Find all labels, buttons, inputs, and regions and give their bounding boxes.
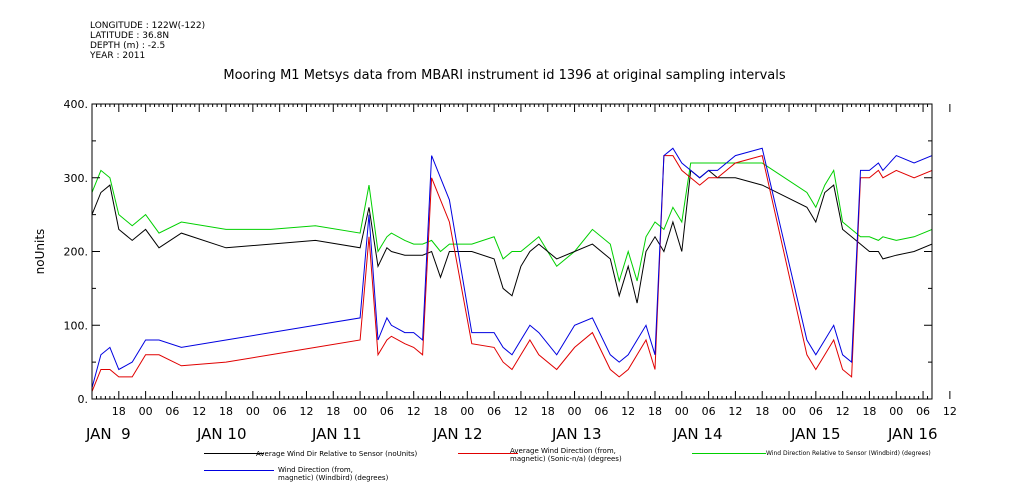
x-day-label: JAN 12	[432, 425, 483, 443]
series-line-0	[92, 169, 932, 304]
x-hour-label: 06	[380, 405, 394, 418]
x-hour-label: 18	[862, 405, 876, 418]
legend-swatch-red	[458, 453, 518, 454]
x-hour-label: 06	[809, 405, 823, 418]
x-hour-label: 18	[434, 405, 448, 418]
x-day-label: JAN 16	[887, 425, 938, 443]
y-tick-label: 300.	[64, 172, 89, 185]
x-hour-label: 06	[165, 405, 179, 418]
x-hour-label: 12	[943, 405, 957, 418]
x-hour-label: 18	[648, 405, 662, 418]
x-hour-label: 00	[782, 405, 796, 418]
longitude-label: LONGITUDE : 122W(-122)	[90, 21, 206, 31]
x-hour-label: 18	[112, 405, 126, 418]
x-hour-label: 06	[594, 405, 608, 418]
x-hour-label: 00	[568, 405, 582, 418]
x-day-label: JAN 14	[672, 425, 723, 443]
x-hour-label: 12	[836, 405, 850, 418]
x-hour-label: 06	[702, 405, 716, 418]
x-hour-label: 00	[460, 405, 474, 418]
series-line-3	[92, 147, 932, 389]
series-line-1	[92, 154, 932, 392]
series-line-2	[92, 162, 932, 283]
x-day-label: JAN 9	[85, 425, 131, 443]
x-hour-label: 12	[299, 405, 313, 418]
legend-swatch-black	[204, 453, 264, 454]
x-hour-label: 18	[541, 405, 555, 418]
legend-label-blue: Wind Direction (from, magnetic) (Windbir…	[278, 466, 389, 482]
x-hour-label: 18	[755, 405, 769, 418]
x-hour-label: 06	[487, 405, 501, 418]
legend-swatch-green	[692, 453, 766, 454]
chart-title: Mooring M1 Metsys data from MBARI instru…	[223, 68, 786, 83]
year-label: YEAR : 2011	[90, 51, 146, 61]
y-tick-label: 100.	[64, 319, 89, 332]
metadata-block: LONGITUDE : 122W(-122) LATITUDE : 36.8N …	[90, 21, 205, 61]
x-hour-label: 18	[219, 405, 233, 418]
legend-label-black: Average Wind Dir Relative to Sensor (noU…	[256, 450, 418, 458]
depth-label: DEPTH (m) : -2.5	[90, 41, 166, 51]
legend-label-green: Wind Direction Relative to Sensor (Windb…	[766, 450, 931, 457]
x-hour-label: 00	[353, 405, 367, 418]
x-hour-label: 00	[889, 405, 903, 418]
x-hour-label: 00	[675, 405, 689, 418]
x-hour-label: 18	[326, 405, 340, 418]
x-hour-label: 12	[728, 405, 742, 418]
legend-swatch-blue	[204, 470, 274, 471]
y-tick-label: 200.	[64, 246, 89, 259]
x-day-label: JAN 13	[551, 425, 602, 443]
x-day-label: JAN 10	[196, 425, 247, 443]
x-hour-label: 12	[514, 405, 528, 418]
y-tick-label: 400.	[64, 98, 89, 111]
x-hour-label: 06	[916, 405, 930, 418]
x-hour-label: 12	[192, 405, 206, 418]
y-axis-label: noUnits	[33, 229, 47, 275]
latitude-label: LATITUDE : 36.8N	[90, 31, 170, 41]
x-day-label: JAN 11	[311, 425, 362, 443]
x-hour-label: 06	[273, 405, 287, 418]
x-hour-label: 00	[139, 405, 153, 418]
legend-label-red: Average Wind Direction (from, magnetic) …	[510, 447, 622, 463]
x-hour-label: 12	[407, 405, 421, 418]
x-day-label: JAN 15	[790, 425, 841, 443]
x-hour-label: 00	[246, 405, 260, 418]
x-hour-label: 12	[621, 405, 635, 418]
y-tick-label: 0.	[78, 393, 89, 406]
